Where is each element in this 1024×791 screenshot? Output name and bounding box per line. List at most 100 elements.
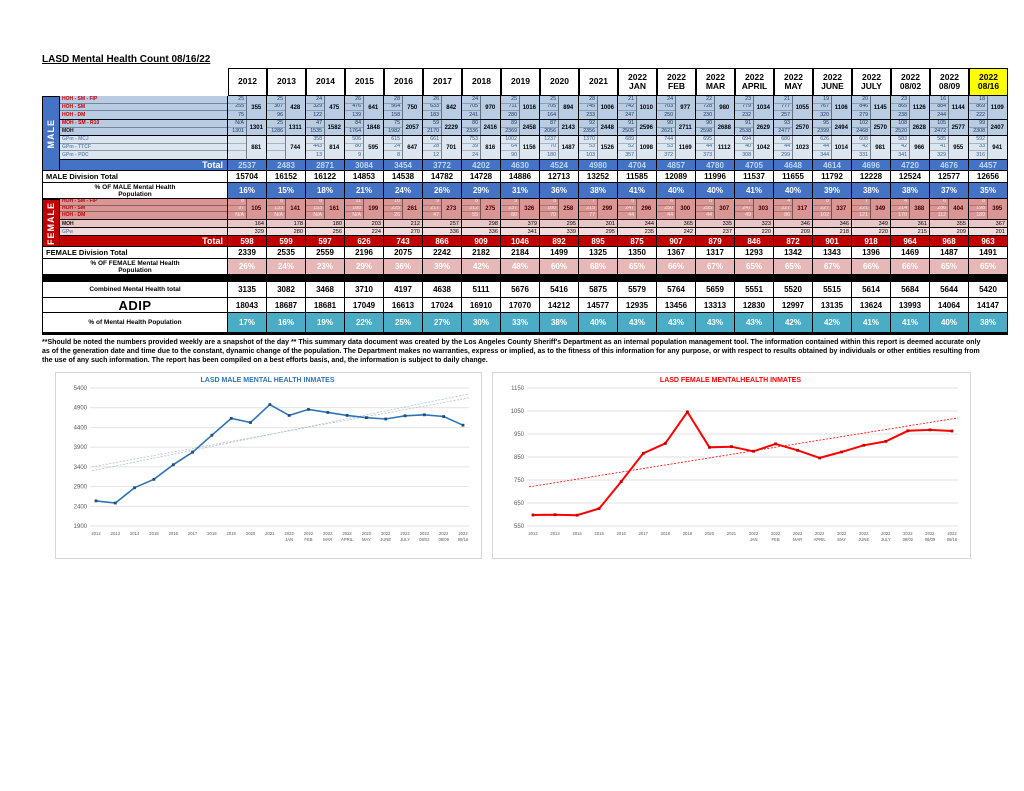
cell-value: 84 <box>345 120 363 128</box>
cell-value: 64 <box>501 144 519 152</box>
cell-values: 28 564 158 <box>384 96 403 119</box>
cell-value: 24 <box>472 151 479 158</box>
cell-values: 8 255 44 <box>696 199 715 219</box>
cell-subtotal: 2229 <box>444 124 458 131</box>
total-value: 4980 <box>579 160 618 170</box>
cell-value: 11996 <box>696 171 735 183</box>
cell-value: 745 <box>579 104 597 112</box>
cell-subtotal: 2494 <box>834 124 848 131</box>
cell-value: 767 <box>813 104 831 112</box>
cell-value: 1487 <box>930 247 969 259</box>
total-value: 4705 <box>735 160 774 170</box>
column-header: 2015 <box>345 68 384 96</box>
total-value: 1046 <box>501 236 540 246</box>
header-year: 2022 <box>862 71 881 82</box>
cell-value: 323 <box>735 220 774 227</box>
cell-value: 694 <box>735 136 753 144</box>
column-header: 2022 FEB <box>657 68 696 96</box>
data-point <box>307 408 310 411</box>
data-cell: 881 <box>228 136 267 159</box>
cell-values: 19 767 320 <box>813 96 832 119</box>
data-point <box>268 403 272 406</box>
cell-value: 2621 <box>661 127 674 134</box>
x-tick-label: 2015 <box>594 531 604 536</box>
x-tick-label: 08/16 <box>458 537 469 542</box>
data-cell: 108 2520 2628 <box>891 120 930 135</box>
cell-value: 2369 <box>505 127 518 134</box>
data-cell: 99 2308 2407 <box>969 120 1008 135</box>
male-sidebar-label: MALE <box>46 118 56 149</box>
data-cell: 1370 53 103 1526 <box>579 136 618 159</box>
total-value: 2483 <box>267 160 306 170</box>
data-cell: 90 2598 2688 <box>696 120 735 135</box>
cell-value: 346 <box>774 220 813 227</box>
cell-subtotal: 1042 <box>756 144 770 151</box>
data-cell: 24 705 241 970 <box>462 96 501 119</box>
cell-value: 5875 <box>579 282 618 298</box>
cell-subtotal: 1106 <box>834 104 848 111</box>
cell-value: 2182 <box>462 247 501 259</box>
cell-value: 87 <box>540 120 558 128</box>
cell-subtotal: 814 <box>329 144 340 151</box>
header-year: 2022 <box>745 71 764 82</box>
cell-value: 295 <box>540 220 579 227</box>
x-tick-label: 2022 <box>362 531 372 536</box>
total-value: 3772 <box>423 160 462 170</box>
cell-value: 212 <box>384 220 423 227</box>
column-header: 2014 <box>306 68 345 96</box>
cell-value: 224 <box>345 228 384 235</box>
cell-value: 53 <box>579 144 597 152</box>
cell-value: 626 <box>813 136 831 144</box>
cell-subtotal: 1006 <box>600 104 614 111</box>
total-value: 626 <box>345 236 384 246</box>
cell-value: 5551 <box>735 282 774 298</box>
cell-value: 373 <box>703 151 713 158</box>
y-tick-label: 5400 <box>74 386 88 392</box>
cell-value: 38% <box>969 313 1008 333</box>
cell-value: 170 <box>898 212 908 219</box>
cell-value: 2196 <box>345 247 384 259</box>
data-cell: 28 745 233 1006 <box>579 96 618 119</box>
data-point <box>884 439 888 443</box>
cell-values: 105 2472 <box>930 120 949 135</box>
y-tick-label: 2900 <box>74 485 88 491</box>
cell-value: 16% <box>228 183 267 199</box>
cell-value: 25% <box>384 313 423 333</box>
cell-value: 5659 <box>696 282 735 298</box>
header-year: 2022 <box>784 71 803 82</box>
column-header: 2017 <box>423 68 462 96</box>
cell-subtotal: 981 <box>875 144 886 151</box>
cell-values: 8 133 N/A <box>267 199 286 219</box>
cell-value: 41% <box>852 313 891 333</box>
cell-value: 25 <box>267 120 285 128</box>
cell-value: 1317 <box>696 247 735 259</box>
x-tick-label: JAN <box>285 537 293 542</box>
row-label: % OF MALE Mental Health Population <box>42 183 228 199</box>
data-cell: 95 2399 2494 <box>813 120 852 135</box>
cell-values: 99 2308 <box>969 120 988 135</box>
cell-value: 12 <box>433 151 440 158</box>
cell-value: 44 <box>813 144 831 152</box>
header-sub: JAN <box>628 81 646 91</box>
data-point <box>597 507 601 510</box>
chart-title: LASD MALE MENTAL HEALTH INMATES <box>200 377 334 384</box>
cell-value: 47 <box>306 120 324 128</box>
cell-value: 65% <box>969 259 1008 275</box>
cell-value: 8 <box>813 199 831 206</box>
x-tick-label: 2022 <box>815 531 825 536</box>
cell-values: 661 28 12 <box>423 136 442 159</box>
cell-value: 44 <box>667 212 674 219</box>
total-value: 866 <box>423 236 462 246</box>
mental-health-pct-row: % of Mental Health Population 17% 16% 19% 22… <box>42 313 1008 335</box>
cell-value: 37% <box>930 183 969 199</box>
cell-value: 753 <box>462 136 480 144</box>
cell-value: 17070 <box>501 298 540 313</box>
cell-subtotal: 2458 <box>522 124 536 131</box>
cell-values: 25 711 280 <box>501 96 520 119</box>
cell-subtotal: 2628 <box>912 124 926 131</box>
cell-values: 8 212 55 <box>462 199 481 219</box>
row-label-text: % OF FEMALE Mental Health Population <box>90 259 180 274</box>
cell-subtotal: 2407 <box>990 124 1004 131</box>
cell-subtotal: 1144 <box>951 104 965 111</box>
data-cell: 744 <box>267 136 306 159</box>
